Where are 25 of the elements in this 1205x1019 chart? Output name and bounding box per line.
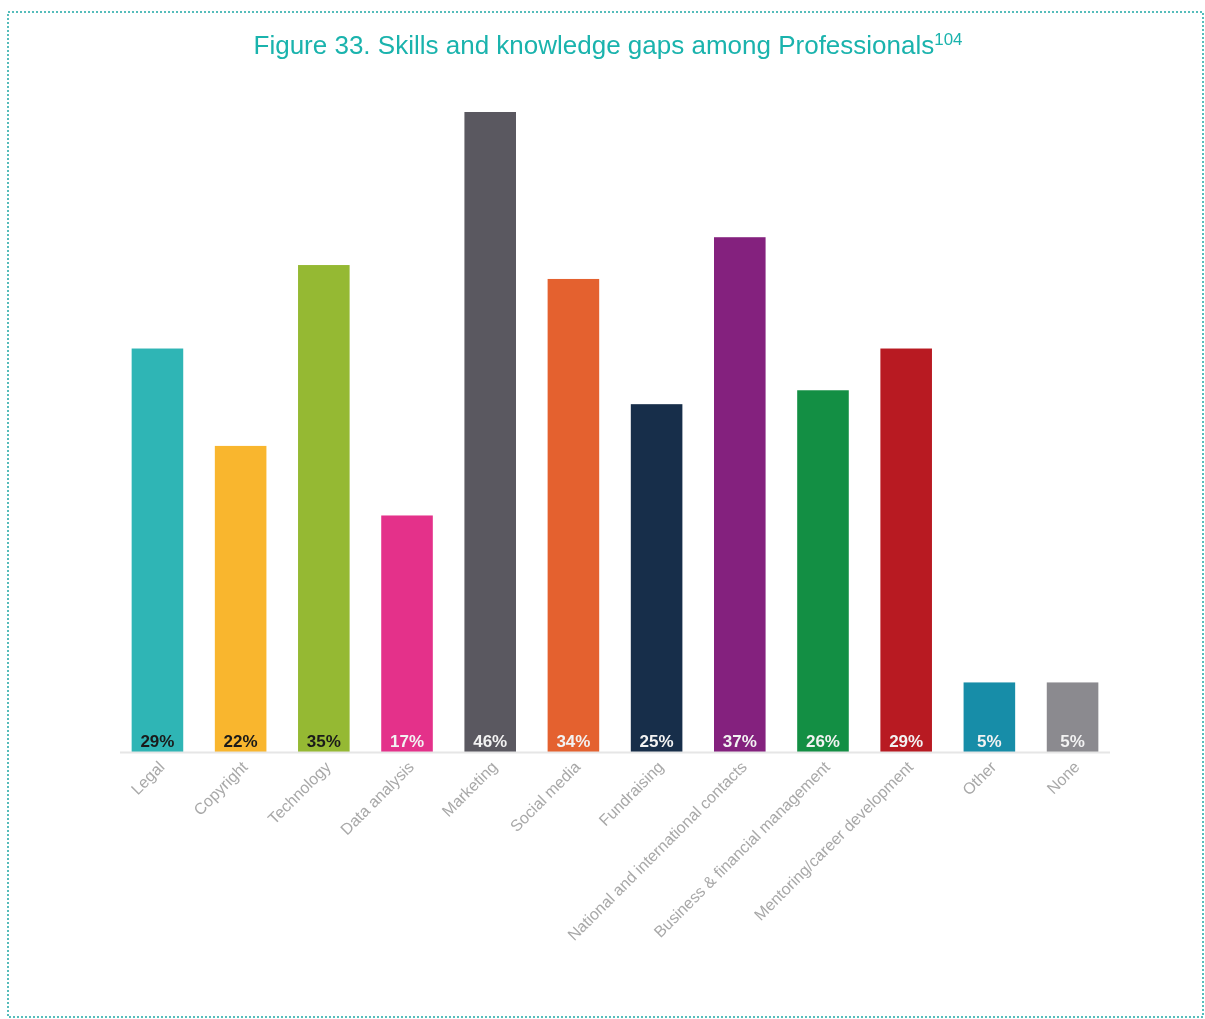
data-label: 22% [223,732,258,751]
bar [797,390,849,752]
bar [298,265,350,752]
data-label: 25% [639,732,674,751]
data-label: 26% [805,732,840,751]
data-label: 29% [140,732,175,751]
data-label: 5% [977,732,1002,751]
bar [214,445,267,752]
data-label: 29% [889,732,924,751]
bar [131,348,184,752]
bar [963,682,1016,752]
data-label: 46% [473,732,508,751]
data-label: 35% [306,732,341,751]
bar [630,404,683,752]
bar [880,348,932,752]
bar [714,237,766,752]
bar [464,112,516,752]
data-label: 34% [556,732,591,751]
data-label: 5% [1060,732,1085,751]
chart-title: Figure 33. Skills and knowledge gaps among Professionals$^{104}$ [253,29,963,60]
bar [381,515,433,752]
data-label: 17% [390,732,425,751]
bar [1046,682,1099,752]
data-label: 37% [722,732,757,751]
bar [547,278,600,752]
